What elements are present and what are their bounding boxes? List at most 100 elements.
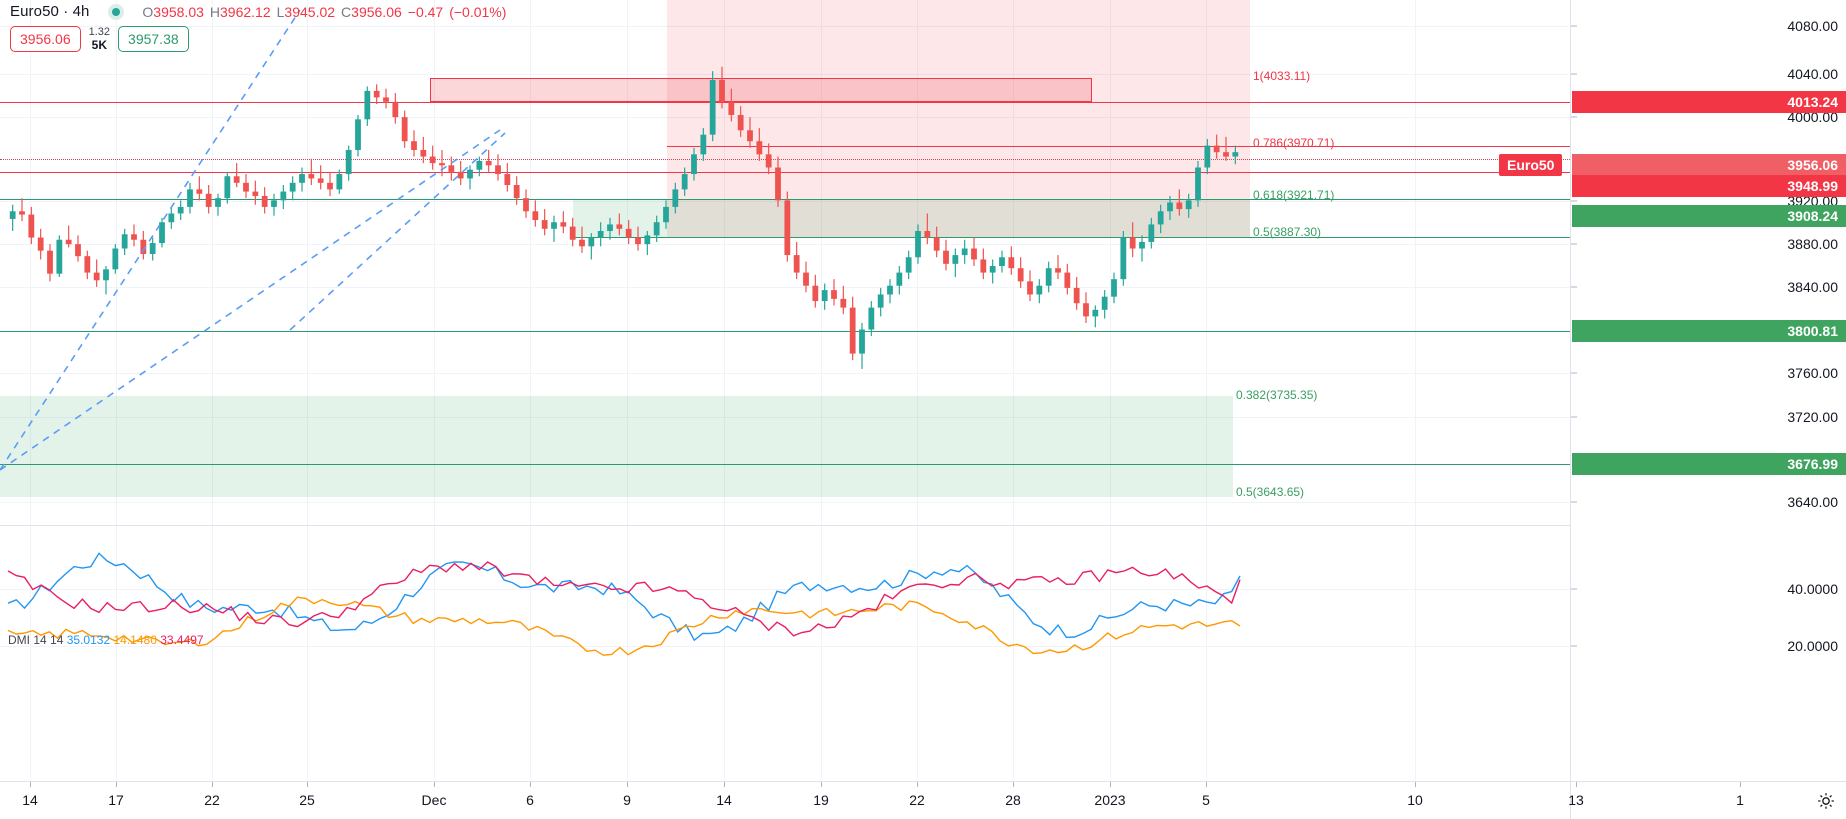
candle-body bbox=[532, 211, 539, 221]
candle-body bbox=[65, 239, 72, 245]
candle-body bbox=[308, 174, 315, 179]
fibonacci-level-label[interactable]: 1(4033.11) bbox=[1253, 69, 1311, 83]
candle-body bbox=[1027, 281, 1033, 295]
spread-value: 1.32 bbox=[88, 26, 111, 38]
time-tick-mark bbox=[917, 782, 918, 787]
candle-body bbox=[19, 211, 25, 215]
price-tick-label: 4080.00 bbox=[1787, 18, 1838, 34]
dmi-di-plus-line bbox=[7, 561, 1241, 637]
gridline-vertical bbox=[821, 0, 822, 781]
resistance-line-3970[interactable] bbox=[667, 146, 1570, 147]
price-level-tag[interactable]: 3676.99 bbox=[1572, 453, 1846, 475]
time-tick-mark bbox=[30, 782, 31, 787]
chart-plot-area[interactable]: 1(4033.11) 0.786(3970.71) 0.618(3921.71) 0.… bbox=[0, 0, 1570, 781]
fibonacci-level-label[interactable]: 0.618(3921.71) bbox=[1253, 188, 1335, 202]
time-axis[interactable]: 14 17 22 25 Dec 6 9 14 19 22 28 2023 5 10 13 1 bbox=[0, 781, 1846, 819]
panel-divider[interactable] bbox=[0, 525, 1570, 526]
candle-body bbox=[355, 119, 361, 150]
time-tick-mark bbox=[1013, 782, 1014, 787]
candle-body bbox=[1008, 257, 1015, 269]
candle-body bbox=[868, 307, 875, 330]
fibonacci-level-label[interactable]: 0.5(3887.30) bbox=[1253, 225, 1322, 239]
demand-zone-mid[interactable] bbox=[573, 199, 1250, 237]
candle-body bbox=[37, 237, 44, 251]
support-line-3676[interactable] bbox=[0, 464, 1570, 465]
fibonacci-level-label[interactable]: 0.786(3970.71) bbox=[1253, 136, 1335, 150]
support-line-3908[interactable] bbox=[0, 199, 1570, 200]
candle-body bbox=[1064, 272, 1071, 288]
gridline-vertical bbox=[1110, 0, 1111, 781]
candle-body bbox=[429, 156, 436, 164]
time-tick-label: 9 bbox=[623, 792, 631, 808]
price-tick-mark bbox=[1571, 372, 1577, 374]
candle-body bbox=[877, 294, 884, 308]
gridline-horizontal bbox=[0, 646, 1570, 647]
candle-body bbox=[728, 101, 735, 115]
last-price-dotted-line bbox=[0, 159, 1570, 160]
candle-body bbox=[859, 329, 865, 354]
ask-price-tag[interactable]: 3957.38 bbox=[118, 26, 189, 52]
gridline-vertical bbox=[212, 0, 213, 781]
candle-body bbox=[121, 234, 128, 249]
price-axis[interactable]: 4080.00 4040.00 4000.00 3920.00 3880.00 3840.… bbox=[1499, 0, 1846, 781]
support-line-3800[interactable] bbox=[0, 331, 1570, 332]
gridline-vertical bbox=[30, 0, 31, 781]
candle-body bbox=[588, 237, 595, 247]
candle-body bbox=[215, 198, 221, 207]
candle-body bbox=[719, 79, 725, 102]
resistance-line-4013[interactable] bbox=[0, 102, 1570, 103]
open-value: 3958.03 bbox=[153, 3, 204, 20]
gridline-vertical bbox=[530, 0, 531, 781]
candle-body bbox=[75, 244, 81, 257]
candle-body bbox=[56, 239, 63, 274]
change-value: −0.47 bbox=[407, 3, 444, 20]
price-tick-mark bbox=[1571, 200, 1577, 202]
dmi-legend[interactable]: DMI 14 14 35.0132 14.1480 33.4497 bbox=[8, 633, 204, 647]
candle-body bbox=[149, 243, 156, 254]
price-level-tag[interactable]: 3908.24 bbox=[1572, 205, 1846, 227]
price-tick-mark bbox=[1571, 501, 1577, 503]
symbol-title[interactable]: Euro50 · 4h bbox=[10, 3, 90, 21]
price-tick-mark bbox=[1571, 286, 1577, 288]
bid-price-tag[interactable]: 3956.06 bbox=[10, 26, 81, 52]
candle-body bbox=[999, 257, 1005, 267]
order-block-rect[interactable] bbox=[430, 78, 1092, 102]
gear-icon[interactable] bbox=[1816, 791, 1836, 811]
price-tick-mark bbox=[1571, 116, 1577, 118]
candle-body bbox=[485, 160, 492, 166]
supply-zone-upper[interactable] bbox=[667, 0, 1250, 237]
gridline-vertical bbox=[917, 0, 918, 781]
price-level-tag[interactable]: 3948.99 bbox=[1572, 175, 1846, 197]
trendline-tertiary[interactable] bbox=[289, 132, 506, 331]
symbol-price-tag[interactable]: Euro50 bbox=[1499, 154, 1563, 176]
candle-body bbox=[1213, 145, 1220, 153]
candle-body bbox=[681, 174, 688, 190]
fibonacci-level-label[interactable]: 0.5(3643.65) bbox=[1236, 485, 1305, 499]
candle-body bbox=[103, 269, 109, 281]
fibonacci-level-label[interactable]: 0.382(3735.35) bbox=[1236, 388, 1318, 402]
chart-legend[interactable]: Euro50 · 4h O3958.03 H3962.12 L3945.02 C395… bbox=[10, 3, 506, 21]
time-tick-mark bbox=[116, 782, 117, 787]
price-level-tag[interactable]: 4013.24 bbox=[1572, 91, 1846, 113]
candle-body bbox=[924, 230, 931, 238]
price-level-tag[interactable]: 3800.81 bbox=[1572, 320, 1846, 342]
price-tick-label: 40.0000 bbox=[1787, 581, 1838, 597]
trendline-primary[interactable] bbox=[0, 9, 301, 471]
candle-body bbox=[1073, 287, 1080, 304]
candle-body bbox=[1045, 268, 1052, 286]
price-level-tag[interactable]: 3956.06 bbox=[1572, 154, 1846, 176]
dmi-value-adx: 35.0132 bbox=[66, 633, 111, 647]
candle-body bbox=[933, 237, 940, 251]
candle-body bbox=[345, 149, 352, 175]
demand-zone-lower[interactable] bbox=[0, 396, 1233, 497]
time-tick-label: 5 bbox=[1202, 792, 1210, 808]
gridline-vertical bbox=[1415, 0, 1416, 781]
time-tick-label: 13 bbox=[1568, 792, 1584, 808]
price-line-3948[interactable] bbox=[0, 172, 1570, 173]
trendline-secondary[interactable] bbox=[0, 129, 501, 471]
support-line-3887[interactable] bbox=[573, 237, 1570, 238]
time-tick-mark bbox=[1415, 782, 1416, 787]
candle-body bbox=[579, 239, 585, 247]
candle-body bbox=[952, 255, 959, 264]
candle-body bbox=[1232, 152, 1239, 157]
